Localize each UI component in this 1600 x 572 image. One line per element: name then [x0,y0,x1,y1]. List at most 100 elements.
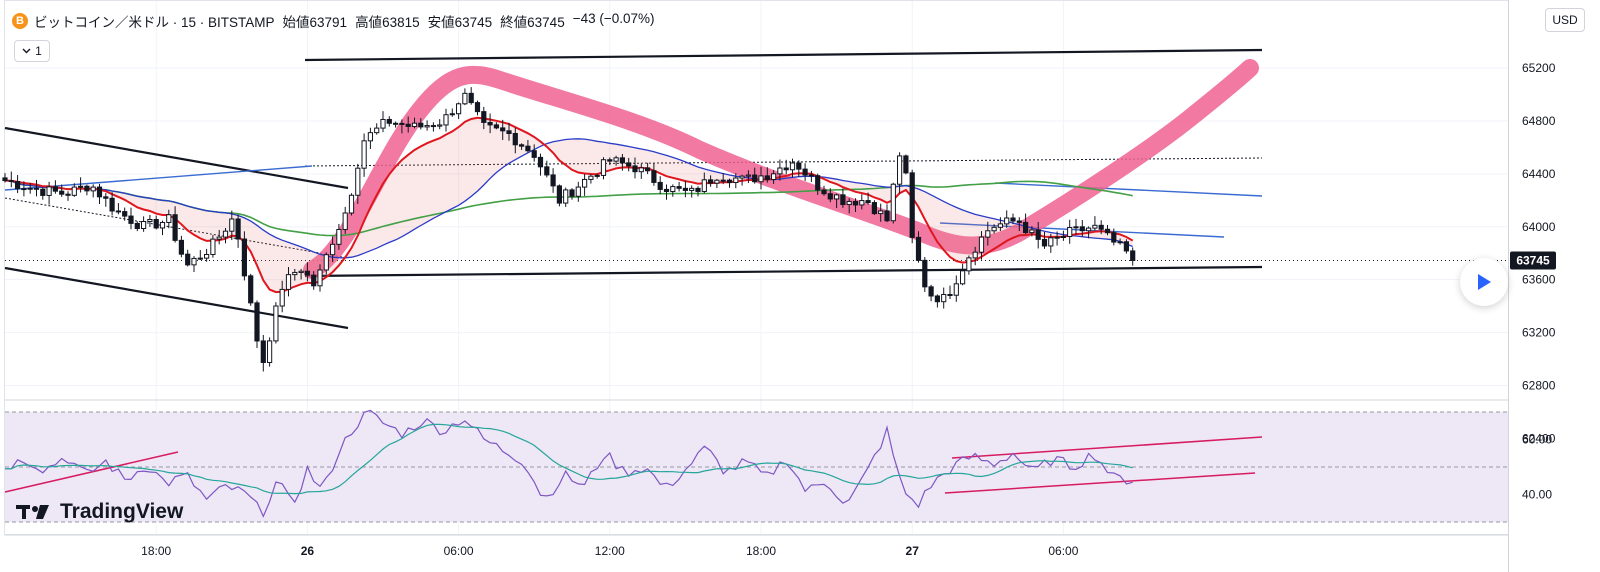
candle-down [544,166,550,176]
symbol-title[interactable]: ビットコイン／米ドル · 15 · BITSTAMP [34,15,275,30]
candle-down [909,172,915,238]
candle-down [15,181,21,190]
candle-down [399,122,405,125]
price-tick-label: 64800 [1522,114,1556,128]
currency-selector[interactable]: USD [1545,8,1585,32]
candle-up [1004,217,1010,225]
candle-up [1029,229,1035,234]
candle-down [657,181,663,190]
candle-up [285,274,292,290]
ema-red-line [4,116,1134,294]
play-icon [1478,274,1491,290]
candle-down [708,179,714,184]
candle-up [997,223,1003,228]
candle-down [84,185,90,192]
candle-up [846,200,852,206]
price-tick-label: 62800 [1522,379,1556,393]
interval-value: 1 [35,44,42,58]
price-tick-label: 63200 [1522,326,1556,340]
candle-down [1098,224,1104,230]
candle-down [619,157,625,164]
candle-down [1010,217,1016,222]
candle-up [1048,237,1054,247]
candle-up [380,118,386,129]
candle-up [90,186,96,192]
candle-up [563,189,569,204]
candle-up [745,174,751,177]
candle-down [796,162,802,170]
candle-down [764,175,770,180]
channel-upper-line [4,126,349,190]
candle-down [821,189,827,195]
candle-up [1073,226,1079,229]
candle-down [947,294,953,297]
interval-toggle[interactable]: 1 [14,40,50,62]
candle-down [1023,221,1029,234]
candle-up [758,175,764,183]
candle-up [449,113,455,116]
blue-trendline-upper [994,182,1263,197]
candle-up [166,214,172,223]
candle-up [859,200,865,206]
candle-down [840,194,846,206]
candle-up [1086,227,1092,232]
candle-up [411,122,418,127]
candle-down [852,200,859,206]
candle-down [386,118,392,124]
candle-up [720,179,726,182]
replay-button[interactable] [1460,258,1508,306]
candle-down [103,196,109,199]
candle-down [260,340,266,363]
candle-down [934,295,940,303]
candle-down [134,222,140,229]
candle-up [210,238,216,255]
symbol-header: B ビットコイン／米ドル · 15 · BITSTAMP 始値63791 高値6… [12,10,655,32]
candle-down [607,159,613,162]
candle-up [1067,226,1073,238]
candle-down [808,174,814,177]
tradingview-logo: TradingView [16,500,183,524]
candle-up [1117,241,1123,244]
ohlc-values: 始値63791 高値63815 安値63745 終値63745 −43 (−0.… [283,11,655,31]
candle-up [292,271,298,276]
candle-down [235,218,241,240]
chevron-down-icon [22,48,31,54]
candle-down [493,124,499,129]
price-tick-label: 64000 [1522,220,1556,234]
bitcoin-icon: B [12,13,28,29]
candle-down [487,121,493,126]
candle-up [991,226,997,232]
candle-down [550,174,556,187]
candle-down [33,187,40,190]
candle-down [752,174,758,183]
candle-up [714,179,720,184]
candle-up [462,92,468,105]
candle-up [1092,224,1098,229]
candle-up [960,270,966,285]
candle-up [443,114,449,126]
candle-up [191,257,197,266]
candle-up [582,178,588,188]
candle-down [537,156,544,168]
candle-down [405,123,411,127]
candle-up [878,210,884,215]
candle-down [500,127,506,132]
candle-down [128,215,134,224]
candle-down [430,125,436,128]
candle-down [1016,220,1022,223]
rsi-panel [5,411,1508,523]
time-tick-label: 18:00 [746,544,776,558]
high-label: 高値 [355,15,383,30]
candle-up [437,124,443,127]
ma-fill [5,117,1133,293]
rsi-tick-label: 60.00 [1522,433,1552,447]
rsi-lines [5,409,1133,518]
candle-up [689,187,695,191]
tradingview-logo-icon [16,505,49,519]
candle-up [966,257,972,272]
candle-up [46,186,52,196]
candle-down [115,210,122,213]
candle-down [569,189,575,197]
time-tick-label: 18:00 [141,544,171,558]
candle-down [903,155,909,174]
